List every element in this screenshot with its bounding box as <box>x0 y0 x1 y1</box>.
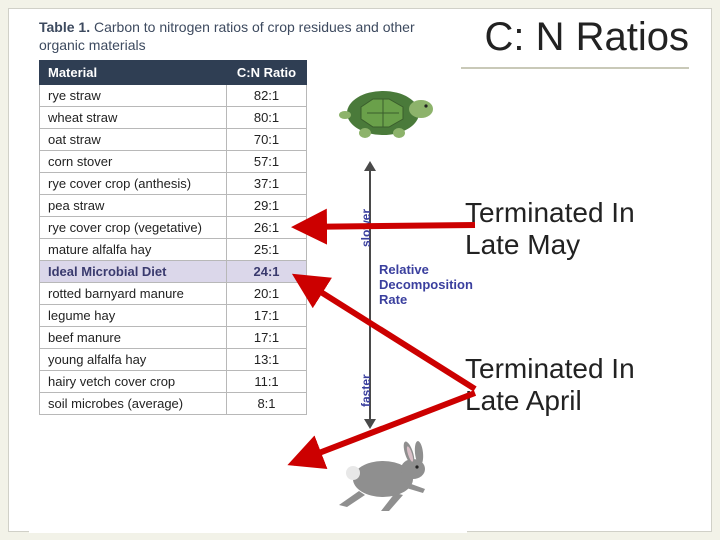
rabbit-icon <box>325 433 445 517</box>
cell-ratio: 25:1 <box>227 239 307 261</box>
table-row: rye cover crop (anthesis)37:1 <box>40 173 307 195</box>
cell-material: pea straw <box>40 195 227 217</box>
cell-material: rye straw <box>40 85 227 107</box>
cell-ratio: 8:1 <box>227 393 307 415</box>
cell-material: rye cover crop (anthesis) <box>40 173 227 195</box>
caption-bold: Table 1. <box>39 19 90 35</box>
table-row: rye straw82:1 <box>40 85 307 107</box>
label-faster: faster <box>359 374 373 407</box>
table-row: young alfalfa hay13:1 <box>40 349 307 371</box>
table-row: rye cover crop (vegetative)26:1 <box>40 217 307 239</box>
cell-material: young alfalfa hay <box>40 349 227 371</box>
cell-ratio: 13:1 <box>227 349 307 371</box>
label-slower: slower <box>359 209 373 247</box>
cell-material: soil microbes (average) <box>40 393 227 415</box>
cell-ratio: 70:1 <box>227 129 307 151</box>
cell-material: mature alfalfa hay <box>40 239 227 261</box>
label-decomp-rate: Relative Decomposition Rate <box>379 263 469 308</box>
table-row: soil microbes (average)8:1 <box>40 393 307 415</box>
col-material: Material <box>40 61 227 85</box>
note-late-may: Terminated In Late May <box>465 197 685 261</box>
table-row: pea straw29:1 <box>40 195 307 217</box>
table-row: Ideal Microbial Diet24:1 <box>40 261 307 283</box>
table-row: mature alfalfa hay25:1 <box>40 239 307 261</box>
cell-ratio: 82:1 <box>227 85 307 107</box>
table-figure: Table 1. Carbon to nitrogen ratios of cr… <box>29 9 467 533</box>
cell-material: legume hay <box>40 305 227 327</box>
table-row: oat straw70:1 <box>40 129 307 151</box>
cell-ratio: 29:1 <box>227 195 307 217</box>
cell-material: beef manure <box>40 327 227 349</box>
table-caption: Table 1. Carbon to nitrogen ratios of cr… <box>29 9 467 60</box>
cell-ratio: 80:1 <box>227 107 307 129</box>
table-row: wheat straw80:1 <box>40 107 307 129</box>
cell-ratio: 17:1 <box>227 305 307 327</box>
table-body: rye straw82:1wheat straw80:1oat straw70:… <box>40 85 307 415</box>
table-row: beef manure17:1 <box>40 327 307 349</box>
cell-ratio: 20:1 <box>227 283 307 305</box>
cell-ratio: 11:1 <box>227 371 307 393</box>
table-row: legume hay17:1 <box>40 305 307 327</box>
cell-ratio: 24:1 <box>227 261 307 283</box>
cell-material: wheat straw <box>40 107 227 129</box>
cell-material: rotted barnyard manure <box>40 283 227 305</box>
caption-text: Carbon to nitrogen ratios of crop residu… <box>39 19 415 53</box>
cell-material: rye cover crop (vegetative) <box>40 217 227 239</box>
cell-ratio: 26:1 <box>227 217 307 239</box>
cell-ratio: 57:1 <box>227 151 307 173</box>
cell-material: Ideal Microbial Diet <box>40 261 227 283</box>
turtle-icon <box>331 69 441 147</box>
note-late-april: Terminated In Late April <box>465 353 685 417</box>
page-title: C: N Ratios <box>485 15 690 60</box>
cn-ratio-table: Material C:N Ratio rye straw82:1wheat st… <box>39 60 307 415</box>
col-ratio: C:N Ratio <box>227 61 307 85</box>
cell-ratio: 17:1 <box>227 327 307 349</box>
title-underline <box>461 67 689 69</box>
cell-material: oat straw <box>40 129 227 151</box>
cell-ratio: 37:1 <box>227 173 307 195</box>
scale-arrow-down-icon <box>364 419 376 429</box>
cell-material: hairy vetch cover crop <box>40 371 227 393</box>
slide: Table 1. Carbon to nitrogen ratios of cr… <box>8 8 712 532</box>
cell-material: corn stover <box>40 151 227 173</box>
table-row: hairy vetch cover crop11:1 <box>40 371 307 393</box>
table-row: rotted barnyard manure20:1 <box>40 283 307 305</box>
table-row: corn stover57:1 <box>40 151 307 173</box>
